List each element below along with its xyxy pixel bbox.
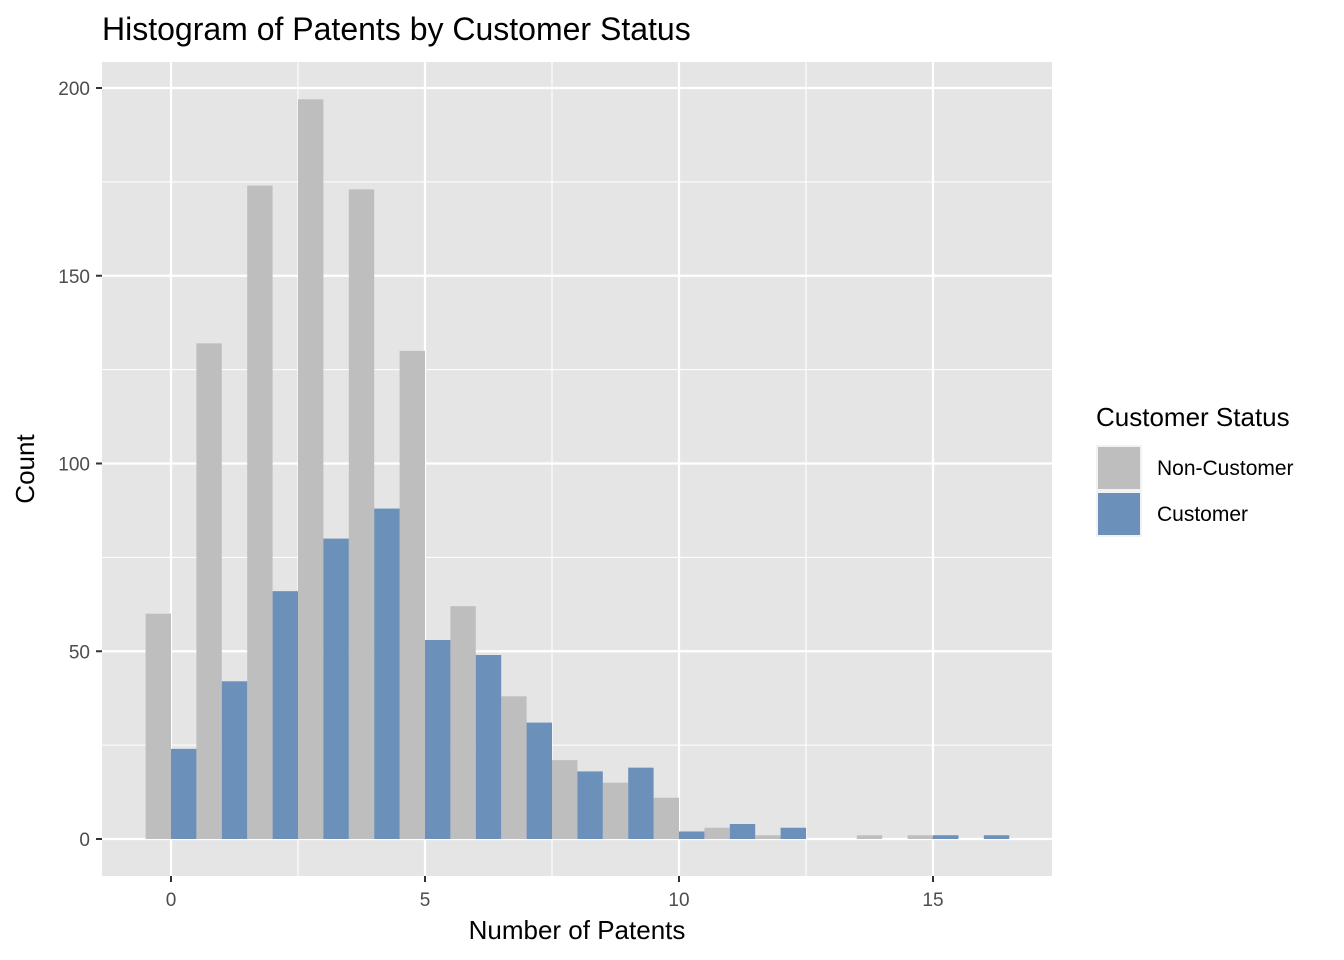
x-axis-title: Number of Patents xyxy=(469,915,686,945)
x-tick-label: 15 xyxy=(922,890,943,911)
bar-non-customer-9 xyxy=(602,782,629,839)
bar-customer-0 xyxy=(171,748,197,839)
bars xyxy=(145,99,1010,839)
y-tick-label: 50 xyxy=(69,642,90,663)
bar-non-customer-14 xyxy=(856,835,883,839)
legend-title: Customer Status xyxy=(1096,402,1290,432)
bar-customer-1 xyxy=(221,681,248,839)
bar-non-customer-8 xyxy=(552,760,578,839)
x-tick-label: 5 xyxy=(420,890,431,911)
y-axis-title: Count xyxy=(10,434,40,504)
bar-non-customer-2 xyxy=(247,185,273,839)
chart-title: Histogram of Patents by Customer Status xyxy=(102,11,691,47)
legend-swatch-customer xyxy=(1098,493,1140,535)
bar-non-customer-10 xyxy=(653,797,679,839)
bar-non-customer-5 xyxy=(399,350,425,839)
bar-customer-11 xyxy=(729,823,756,839)
bar-customer-7 xyxy=(526,722,552,839)
y-tick-label: 0 xyxy=(79,830,90,851)
x-tick-label: 10 xyxy=(668,890,689,911)
bar-customer-8 xyxy=(577,771,603,839)
bar-non-customer-11 xyxy=(704,827,730,839)
bar-non-customer-1 xyxy=(196,343,222,839)
bar-non-customer-15 xyxy=(907,835,933,839)
legend: Customer Status Non-Customer Customer xyxy=(1096,402,1294,537)
grid-lines xyxy=(102,62,1052,876)
bar-non-customer-6 xyxy=(450,606,476,839)
bar-customer-16 xyxy=(983,835,1010,839)
bar-customer-5 xyxy=(425,639,451,839)
bar-customer-3 xyxy=(323,538,349,839)
legend-label-non-customer: Non-Customer xyxy=(1157,457,1294,480)
bar-customer-15 xyxy=(933,835,959,839)
bar-customer-2 xyxy=(272,591,298,839)
bar-non-customer-0 xyxy=(145,613,171,839)
bar-customer-10 xyxy=(679,831,705,839)
legend-swatch-non-customer xyxy=(1098,447,1140,489)
bar-customer-12 xyxy=(780,827,806,839)
bar-non-customer-4 xyxy=(348,189,375,839)
legend-label-customer: Customer xyxy=(1157,503,1248,526)
x-tick-label: 0 xyxy=(166,890,177,911)
bar-customer-9 xyxy=(628,767,654,839)
bar-non-customer-7 xyxy=(501,696,527,839)
bar-non-customer-12 xyxy=(755,835,781,839)
bar-customer-4 xyxy=(374,508,400,839)
bar-non-customer-3 xyxy=(298,99,324,839)
bar-customer-6 xyxy=(475,655,502,839)
y-tick-label: 100 xyxy=(58,455,90,476)
y-tick-label: 200 xyxy=(58,79,90,100)
y-tick-label: 150 xyxy=(58,267,90,288)
